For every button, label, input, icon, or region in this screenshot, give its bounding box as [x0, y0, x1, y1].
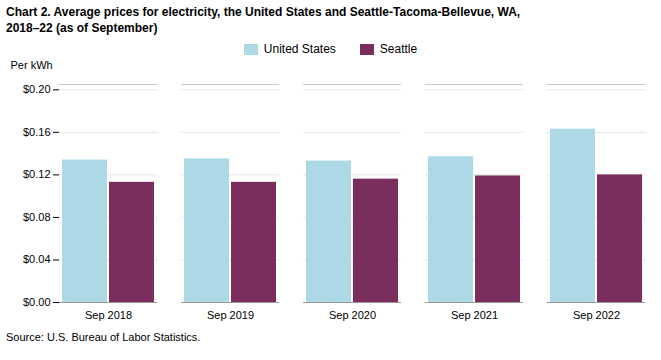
html-text:United States: United States — [263, 42, 336, 56]
svg-text:Per kWh: Per kWh — [11, 59, 53, 71]
html-text:Source: U.S. Bureau of Labor S: Source: U.S. Bureau of Labor Statistics. — [6, 331, 201, 343]
svg-text:$0.20: $0.20 — [23, 83, 51, 95]
svg-text:Sep 2021: Sep 2021 — [451, 309, 498, 321]
svg-text:$0.12: $0.12 — [23, 168, 51, 180]
svg-text:Sep 2019: Sep 2019 — [207, 309, 254, 321]
html-text:Chart 2. Average prices for el: Chart 2. Average prices for electricity,… — [6, 5, 521, 19]
html-text:Seattle: Seattle — [379, 42, 418, 56]
svg-text:Sep 2020: Sep 2020 — [329, 309, 376, 321]
html-text:2018–22 (as of September): 2018–22 (as of September) — [6, 21, 158, 35]
svg-text:$0.08: $0.08 — [23, 211, 51, 223]
svg-text:Sep 2018: Sep 2018 — [85, 309, 132, 321]
svg-text:$0.16: $0.16 — [23, 126, 51, 138]
svg-text:$0.04: $0.04 — [23, 253, 51, 265]
svg-text:Sep 2022: Sep 2022 — [573, 309, 620, 321]
svg-text:$0.00: $0.00 — [23, 296, 51, 308]
